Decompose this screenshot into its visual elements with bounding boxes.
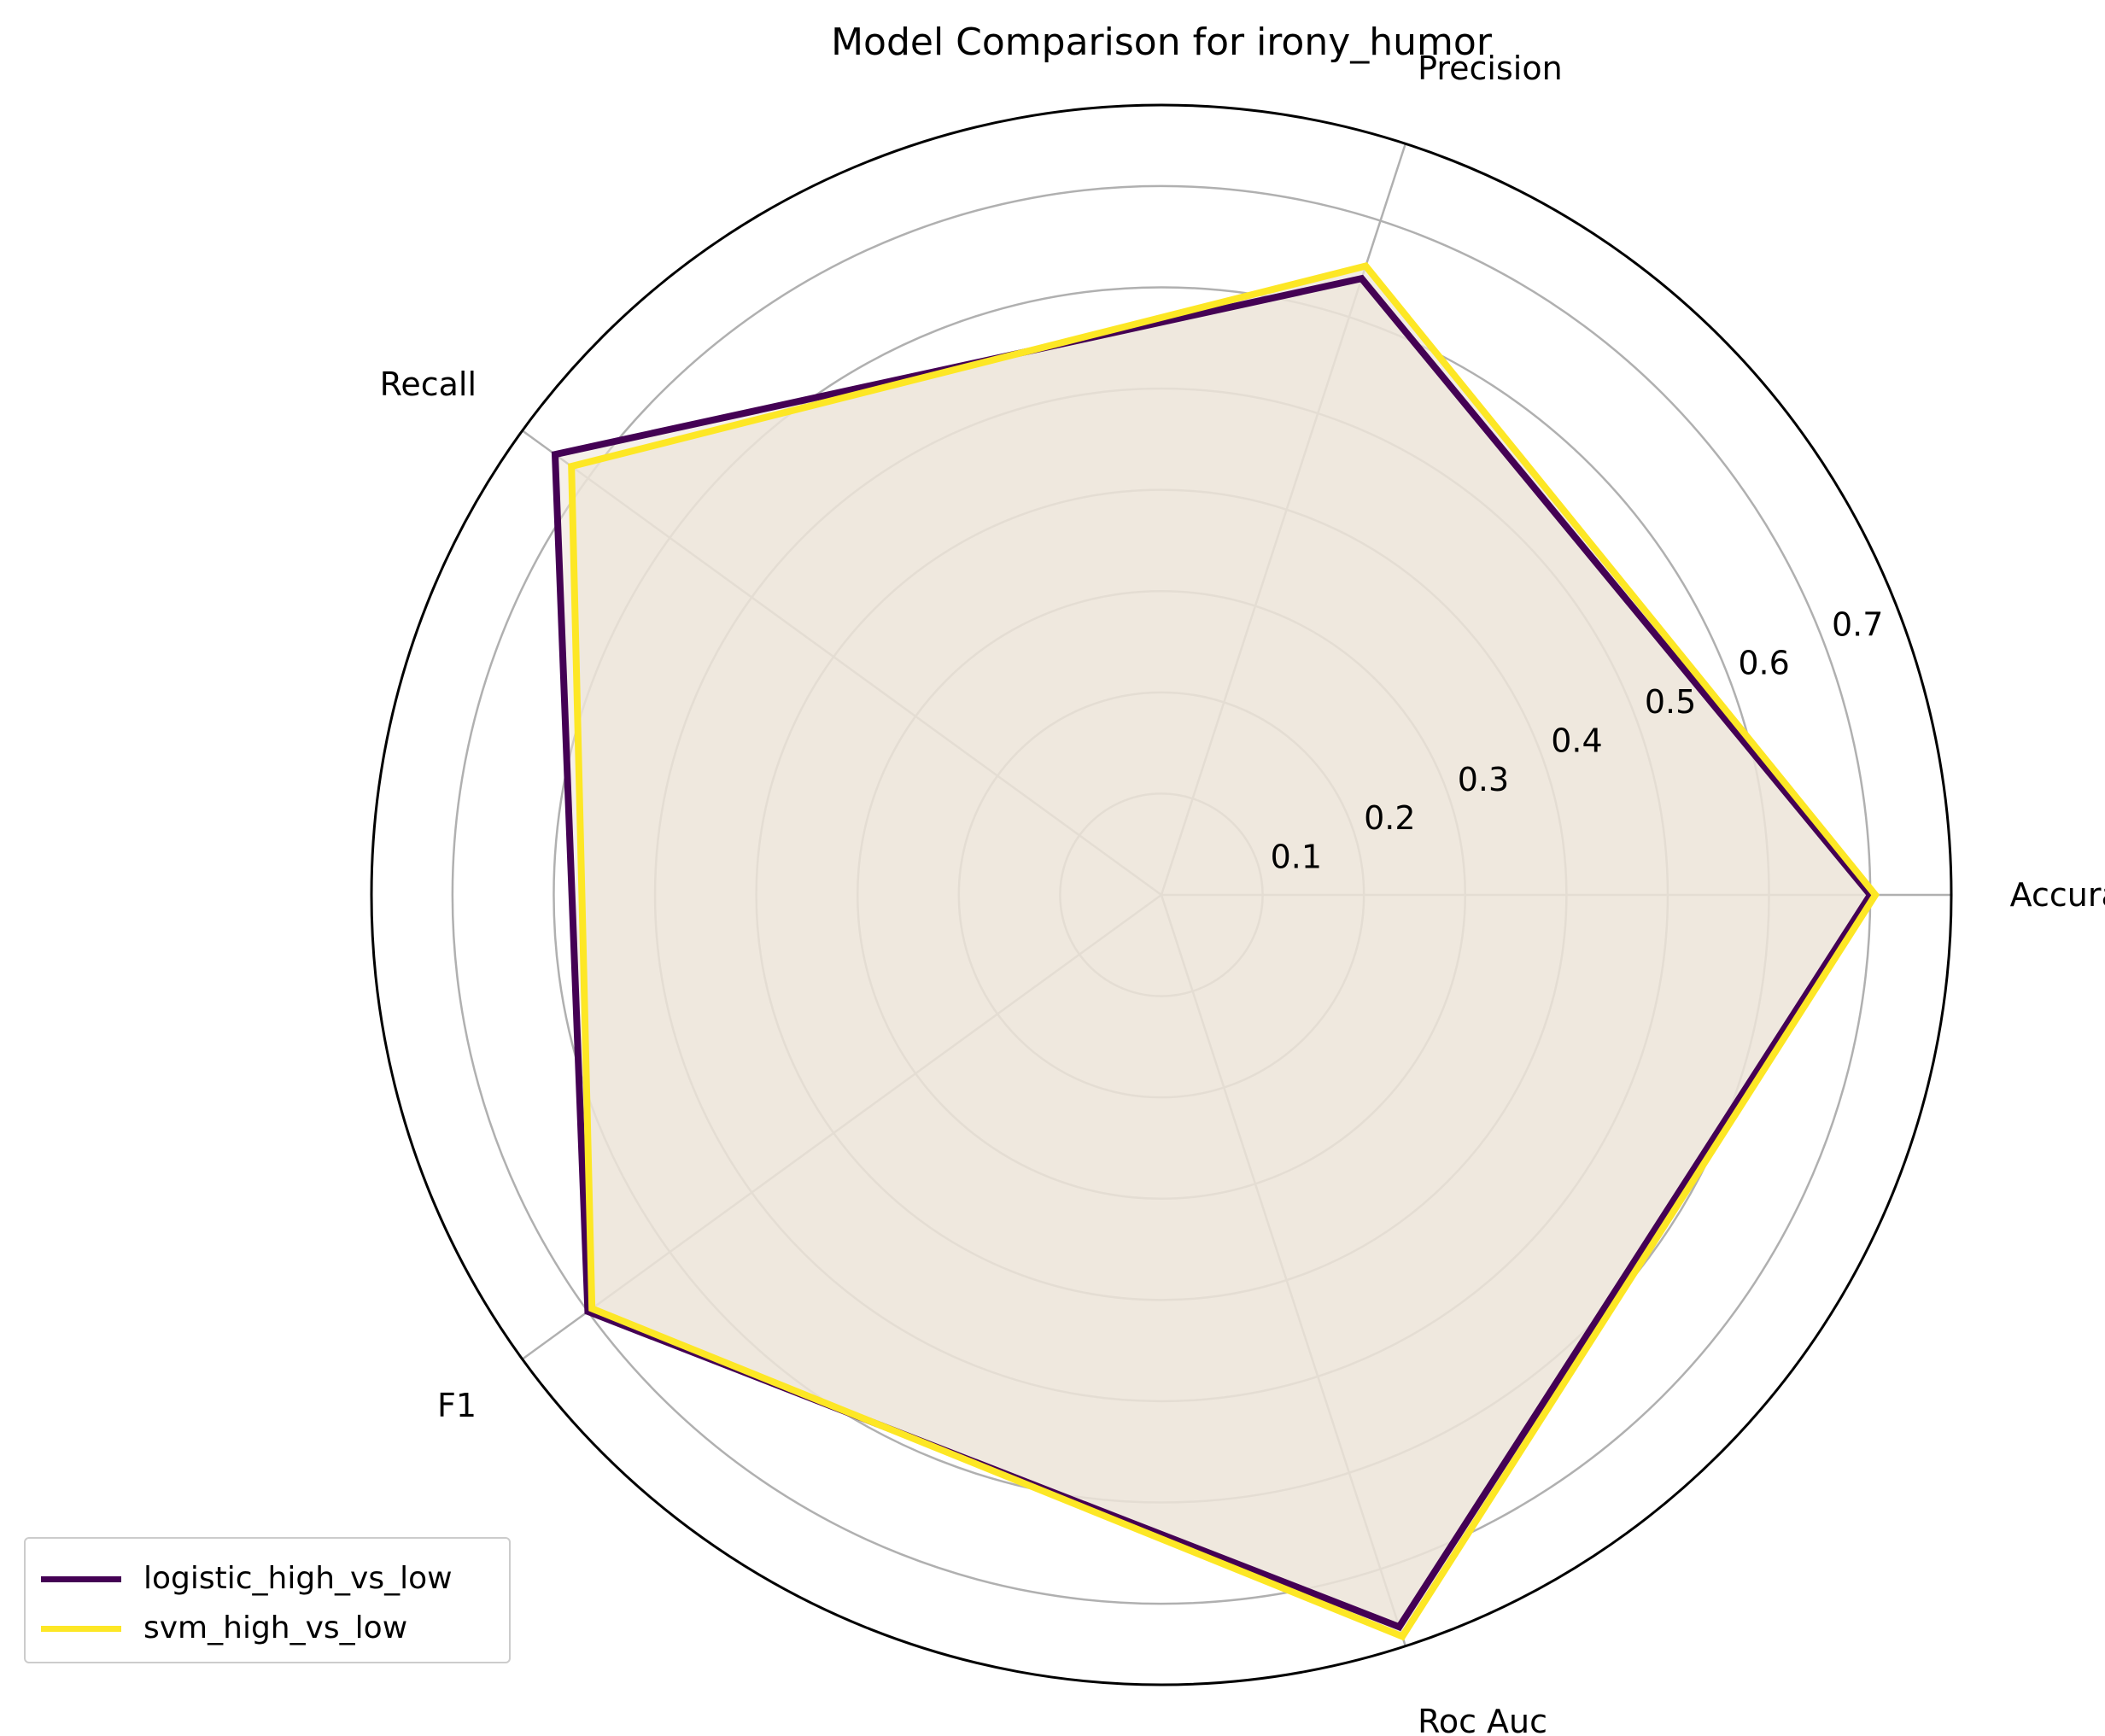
- legend-swatch-logistic: [41, 1576, 121, 1582]
- legend-entry-logistic: logistic_high_vs_low: [41, 1558, 502, 1600]
- radial-tick-label: 0.6: [1738, 645, 1789, 682]
- chart-title: Model Comparison for irony_humor: [831, 20, 1493, 64]
- radial-tick-label: 0.3: [1458, 761, 1509, 798]
- series-line-logistic_high_vs_low: [551, 274, 1875, 1632]
- axis-label-recall: Recall: [380, 365, 477, 403]
- series-line-layer: [551, 261, 1880, 1641]
- radial-tick-label: 0.5: [1645, 683, 1696, 721]
- series-fill-layer: [555, 266, 1876, 1637]
- legend-swatch-svm: [41, 1626, 121, 1632]
- axis-label-f1: F1: [437, 1387, 477, 1424]
- legend-label-svm: svm_high_vs_low: [143, 1610, 408, 1645]
- axis-label-accuracy: Accuracy: [2010, 876, 2105, 914]
- legend: logistic_high_vs_low svm_high_vs_low: [24, 1537, 511, 1663]
- axis-label-layer: 0.1 0.2 0.3 0.4 0.5 0.6 0.7 Accuracy Precision Re…: [380, 50, 2105, 1736]
- legend-entry-svm: svm_high_vs_low: [41, 1607, 502, 1650]
- legend-label-logistic: logistic_high_vs_low: [143, 1561, 453, 1596]
- radial-tick-label: 0.2: [1364, 799, 1415, 837]
- series-line-svm_high_vs_low: [568, 261, 1880, 1641]
- series-fill-2: [571, 266, 1876, 1637]
- polar-frame: [370, 103, 1953, 1686]
- radial-tick-label: 0.7: [1832, 605, 1883, 643]
- radial-tick-label: 0.1: [1271, 839, 1322, 876]
- radial-tick-label: 0.4: [1551, 722, 1602, 759]
- axis-label-precision: Precision: [1418, 50, 1563, 87]
- axis-label-roc-auc: Roc Auc: [1418, 1703, 1547, 1736]
